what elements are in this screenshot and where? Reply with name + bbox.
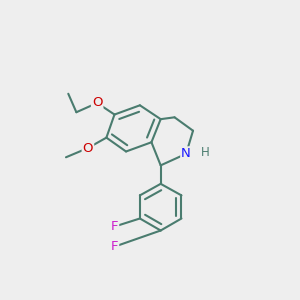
Text: H: H — [200, 146, 209, 159]
Text: O: O — [83, 142, 93, 154]
Text: O: O — [92, 97, 102, 110]
Text: N: N — [181, 147, 191, 160]
Text: F: F — [111, 240, 118, 253]
Text: F: F — [111, 220, 118, 233]
